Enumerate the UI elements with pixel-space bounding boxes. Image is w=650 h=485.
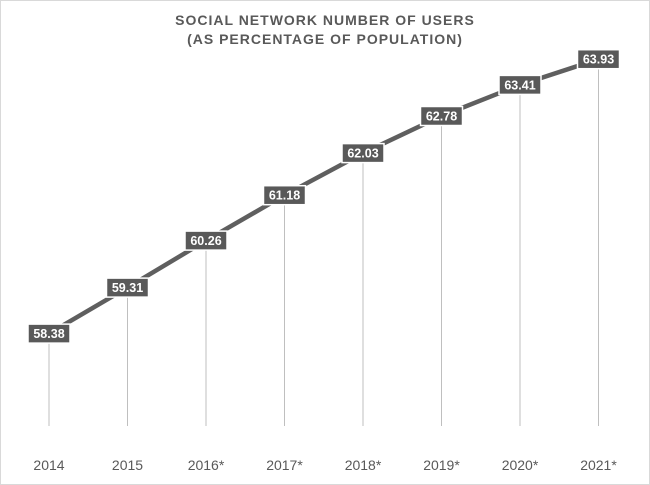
data-label: 58.38 xyxy=(33,327,64,341)
data-point-label: 61.18 xyxy=(262,184,307,206)
data-label: 63.93 xyxy=(583,53,614,67)
x-tick-label: 2016* xyxy=(188,457,225,473)
x-tick-label: 2020* xyxy=(502,457,539,473)
data-label-box xyxy=(27,323,71,344)
data-point-label: 63.41 xyxy=(498,74,542,96)
data-point-label: 62.78 xyxy=(419,105,464,127)
x-tick-label: 2017* xyxy=(266,457,303,473)
chart-title-block: SOCIAL NETWORK NUMBER OF USERS (AS PERCE… xyxy=(1,11,649,49)
data-label-box xyxy=(105,277,150,298)
x-tick-label: 2014 xyxy=(33,457,64,473)
data-point-label: 59.31 xyxy=(105,277,150,298)
x-tick-label: 2018* xyxy=(345,457,382,473)
data-labels-group: 58.38 59.31 60.26 61.18 62.03 62.78 63.41 63.93 xyxy=(27,48,621,344)
data-label: 62.03 xyxy=(347,147,378,161)
chart-subtitle: (AS PERCENTAGE OF POPULATION) xyxy=(187,31,463,47)
data-label: 61.18 xyxy=(269,189,300,203)
drop-lines-group xyxy=(48,59,599,426)
data-label-box xyxy=(341,142,385,164)
data-point-label: 62.03 xyxy=(341,142,385,164)
data-label: 62.78 xyxy=(426,110,457,124)
chart-title: SOCIAL NETWORK NUMBER OF USERS xyxy=(175,12,475,28)
x-tick-label: 2021* xyxy=(580,457,617,473)
data-label-box xyxy=(498,74,542,96)
data-point-label: 60.26 xyxy=(184,230,228,251)
data-label: 63.41 xyxy=(504,78,535,92)
data-label-box xyxy=(576,48,621,70)
x-axis-tick-labels: 2014 2015 2016* 2017* 2018* 2019* 2020* 2021* xyxy=(33,457,617,473)
data-label: 60.26 xyxy=(190,234,221,248)
data-point-label: 63.93 xyxy=(576,48,621,70)
data-label-box xyxy=(184,230,228,251)
data-label: 59.31 xyxy=(112,281,143,295)
x-tick-label: 2015 xyxy=(112,457,143,473)
data-label-box xyxy=(262,184,307,206)
data-point-label: 58.38 xyxy=(27,323,71,344)
data-label-box xyxy=(419,105,464,127)
x-tick-label: 2019* xyxy=(423,457,460,473)
